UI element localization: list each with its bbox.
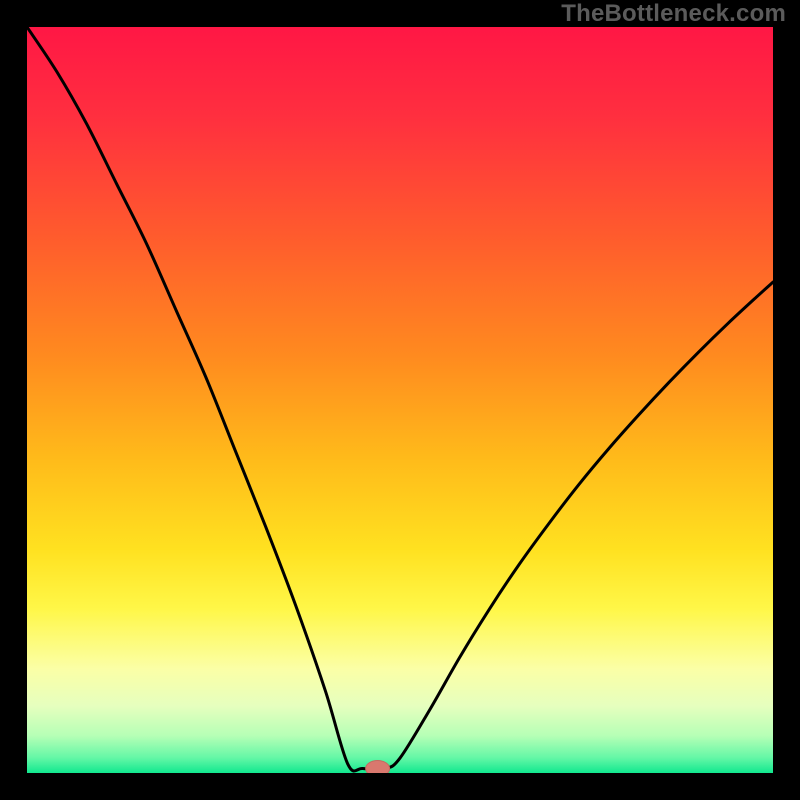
bottleneck-chart bbox=[0, 0, 800, 800]
optimal-point-marker bbox=[366, 761, 390, 777]
plot-background bbox=[27, 27, 773, 773]
chart-wrapper: { "watermark": { "text": "TheBottleneck.… bbox=[0, 0, 800, 800]
watermark-text: TheBottleneck.com bbox=[561, 0, 786, 28]
